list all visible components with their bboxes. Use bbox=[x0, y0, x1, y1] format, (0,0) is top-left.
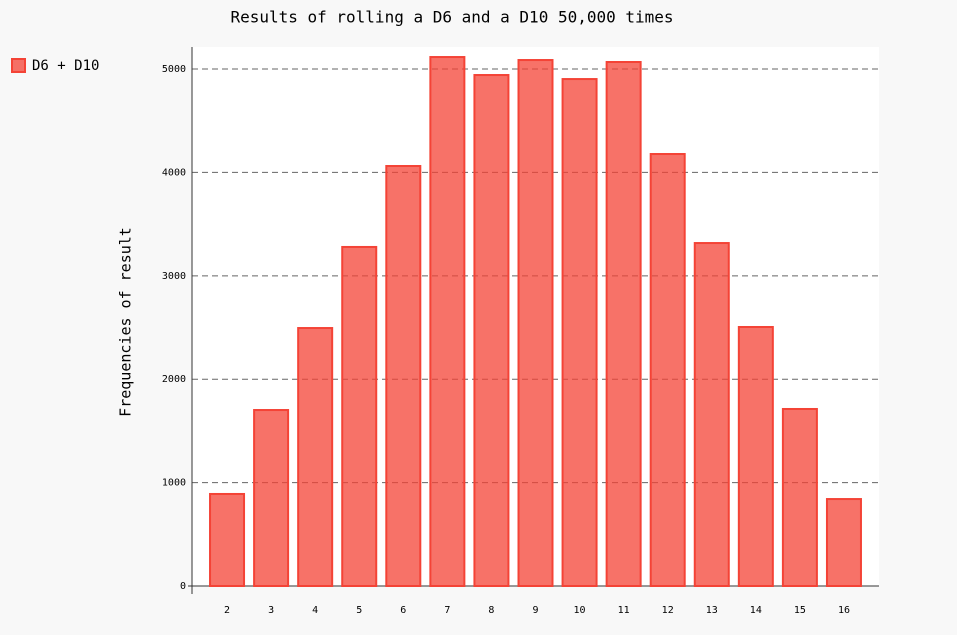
legend-swatch bbox=[11, 58, 26, 73]
bar bbox=[649, 153, 686, 587]
y-tick-label: 2000 bbox=[162, 374, 186, 385]
x-tick-label: 16 bbox=[838, 605, 850, 616]
x-tick-label: 6 bbox=[400, 605, 406, 616]
x-tick-label: 15 bbox=[794, 605, 806, 616]
bar bbox=[737, 325, 774, 587]
bar bbox=[561, 78, 598, 588]
y-tick-label: 0 bbox=[180, 581, 186, 592]
x-tick-label: 10 bbox=[574, 605, 586, 616]
x-tick-label: 11 bbox=[618, 605, 630, 616]
x-tick-label: 12 bbox=[662, 605, 674, 616]
y-tick-label: 5000 bbox=[162, 64, 186, 75]
bar bbox=[605, 60, 642, 588]
y-tick-label: 4000 bbox=[162, 167, 186, 178]
bar bbox=[253, 409, 290, 587]
chart-title: Results of rolling a D6 and a D10 50,000… bbox=[230, 8, 673, 27]
x-tick-label: 5 bbox=[356, 605, 362, 616]
x-tick-label: 3 bbox=[268, 605, 274, 616]
bar bbox=[781, 407, 818, 587]
y-axis-label: Frequencies of result bbox=[117, 227, 135, 417]
x-tick-label: 8 bbox=[488, 605, 494, 616]
legend-label: D6 + D10 bbox=[32, 58, 99, 74]
bar bbox=[209, 492, 246, 587]
bar bbox=[297, 327, 334, 587]
x-tick-label: 7 bbox=[444, 605, 450, 616]
y-tick-label: 3000 bbox=[162, 271, 186, 282]
bar bbox=[693, 242, 730, 587]
y-tick-label: 1000 bbox=[162, 478, 186, 489]
bar bbox=[825, 498, 862, 587]
x-tick-label: 13 bbox=[706, 605, 718, 616]
bar bbox=[473, 74, 510, 587]
x-tick-label: 14 bbox=[750, 605, 762, 616]
bar bbox=[385, 165, 422, 587]
x-tick-label: 2 bbox=[224, 605, 230, 616]
bar bbox=[429, 56, 466, 587]
x-tick-label: 9 bbox=[532, 605, 538, 616]
bar bbox=[341, 245, 378, 588]
bar bbox=[517, 59, 554, 587]
x-tick-label: 4 bbox=[312, 605, 318, 616]
